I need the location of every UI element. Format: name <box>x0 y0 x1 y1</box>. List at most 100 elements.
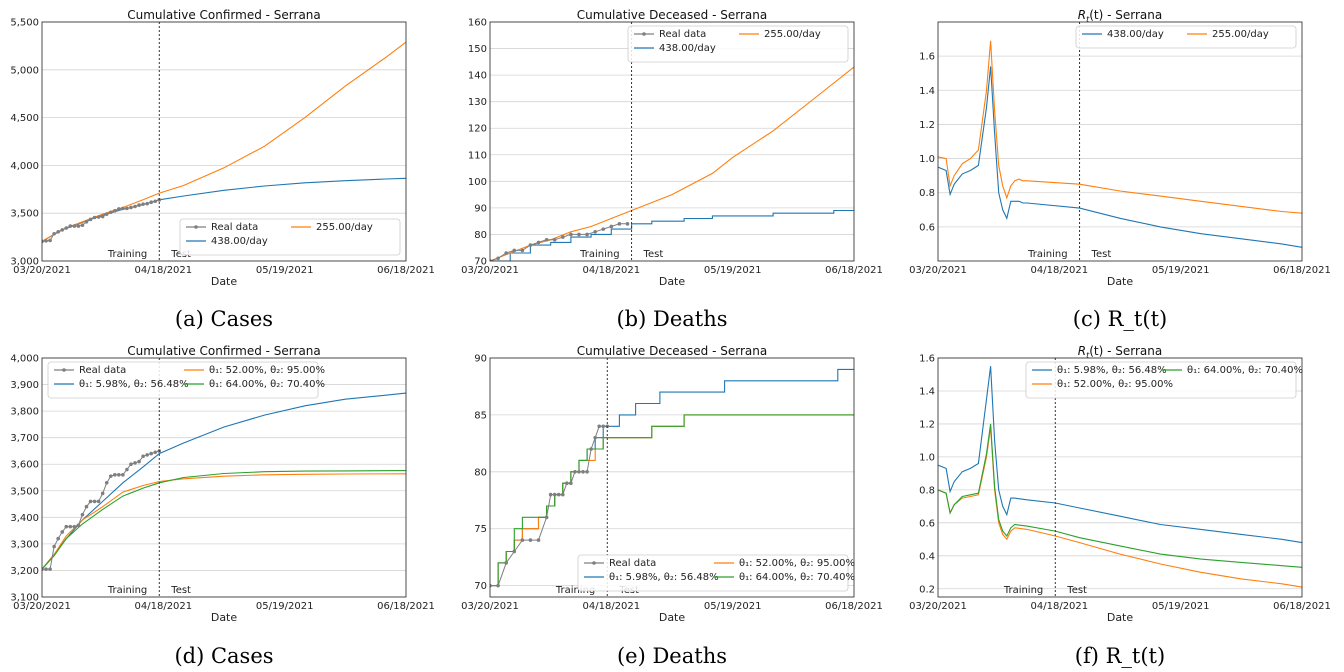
x-tick-label-f-2: 05/19/2021 <box>1152 601 1210 612</box>
data-point-d-0-2 <box>48 567 52 571</box>
legend-label-e-3: θ₁: 64.00%, θ₂: 70.40% <box>739 572 855 583</box>
data-point-b-0-0 <box>490 259 492 261</box>
data-point-d-0-19 <box>117 473 121 477</box>
data-point-e-0-10 <box>556 492 561 497</box>
data-point-a-0-7 <box>68 224 73 228</box>
plot-area-e <box>490 368 854 588</box>
data-point-e-0-6 <box>536 538 541 542</box>
plot-frame-d <box>41 357 407 598</box>
y-tick-label-f-2: 0.6 <box>919 518 935 529</box>
data-point-a-0-13 <box>92 215 97 220</box>
data-point-e-0-5 <box>528 538 533 542</box>
series-line-b-1 <box>490 209 854 261</box>
data-point-d-0-28 <box>153 450 158 455</box>
legend-box-d <box>47 361 319 399</box>
y-tick-label-f-0: 0.2 <box>919 584 935 595</box>
data-point-a-0-0 <box>42 239 44 244</box>
split-label-test-c: Test <box>1091 249 1112 260</box>
data-point-e-0-14 <box>573 470 577 474</box>
x-axis-label-e: Date <box>659 611 686 624</box>
y-tick-label-b-9: 160 <box>468 18 487 29</box>
x-axis-label-d: Date <box>211 611 238 624</box>
split-label-test-f: Test <box>1066 585 1087 596</box>
data-point-a-0-12 <box>88 217 93 222</box>
y-tick-label-b-1: 80 <box>474 230 487 241</box>
y-tick-label-f-3: 0.8 <box>919 485 935 496</box>
x-tick-label-d-1: 04/18/2021 <box>135 601 193 612</box>
x-tick-label-d-3: 06/18/2021 <box>377 601 435 612</box>
data-point-a-0-6 <box>64 226 69 230</box>
data-point-a-0-15 <box>100 214 105 219</box>
legend-label-e-2: θ₁: 52.00%, θ₂: 95.00% <box>739 558 855 569</box>
data-point-d-0-17 <box>108 474 113 478</box>
data-point-d-0-12 <box>88 499 93 504</box>
x-axis-label-f: Date <box>1107 611 1134 624</box>
x-tick-label-c-0: 03/20/2021 <box>909 265 967 276</box>
data-point-a-0-8 <box>72 224 77 228</box>
y-tick-label-d-6: 3,700 <box>10 433 39 444</box>
plot-frame-e <box>489 357 855 598</box>
data-point-b-0-15 <box>609 224 614 229</box>
y-tick-label-e-0: 70 <box>474 581 487 592</box>
data-point-e-0-17 <box>585 470 589 474</box>
data-point-b-0-17 <box>625 222 630 226</box>
data-point-b-0-7 <box>544 237 549 242</box>
data-point-a-0-4 <box>56 230 60 234</box>
data-point-d-0-11 <box>84 504 89 509</box>
split-label-test-d: Test <box>170 585 191 596</box>
data-point-e-0-16 <box>581 470 585 474</box>
y-tick-label-c-3: 1.2 <box>919 120 935 131</box>
y-tick-label-b-8: 150 <box>468 44 487 55</box>
legend-marker-a-0 <box>194 225 198 229</box>
data-point-d-0-15 <box>100 491 105 496</box>
legend-label-b-2: 255.00/day <box>764 29 821 40</box>
x-tick-label-e-0: 03/20/2021 <box>461 601 519 612</box>
y-tick-label-b-4: 110 <box>468 150 487 161</box>
data-point-b-0-16 <box>617 222 622 226</box>
data-point-b-0-8 <box>552 237 557 242</box>
split-label-train-a: Training <box>107 249 147 260</box>
x-tick-label-d-2: 05/19/2021 <box>256 601 314 612</box>
data-point-b-0-6 <box>536 240 541 245</box>
data-point-d-0-14 <box>96 499 101 504</box>
legend-label-d-1: θ₁: 5.98%, θ₂: 56.48% <box>79 379 189 390</box>
x-tick-label-d-0: 03/20/2021 <box>13 601 71 612</box>
y-tick-label-b-0: 70 <box>474 257 487 268</box>
data-point-a-0-22 <box>129 205 133 210</box>
data-point-a-0-20 <box>121 206 125 211</box>
data-point-d-0-26 <box>145 453 149 457</box>
data-point-b-0-10 <box>569 232 573 237</box>
series-line-c-0 <box>938 66 1302 248</box>
y-tick-label-e-2: 80 <box>474 467 487 478</box>
legend-label-f-2: θ₁: 64.00%, θ₂: 70.40% <box>1187 365 1303 376</box>
y-tick-label-d-4: 3,500 <box>10 486 39 497</box>
legend-label-e-1: θ₁: 5.98%, θ₂: 56.48% <box>609 572 719 583</box>
data-point-d-0-5 <box>60 530 65 534</box>
split-label-train-b: Training <box>579 249 619 260</box>
data-point-a-0-24 <box>137 203 141 207</box>
data-point-a-0-2 <box>48 238 52 243</box>
caption-e: (e) Deaths <box>616 644 727 668</box>
data-point-b-0-14 <box>601 227 606 231</box>
y-tick-label-d-9: 4,000 <box>10 354 39 365</box>
chart-title-e: Cumulative Deceased - Serrana <box>577 344 767 358</box>
plot-frame-a <box>41 21 407 262</box>
data-point-a-0-28 <box>153 199 158 204</box>
data-point-d-0-6 <box>64 524 69 529</box>
split-label-test-b: Test <box>643 249 664 260</box>
caption-a: (a) Cases <box>174 307 274 331</box>
legend-label-d-3: θ₁: 64.00%, θ₂: 70.40% <box>209 379 325 390</box>
series-line-d-1 <box>42 392 406 570</box>
series-line-f-1 <box>938 427 1302 588</box>
data-point-d-0-20 <box>121 473 125 477</box>
legend-label-c-0: 438.00/day <box>1107 29 1164 40</box>
x-tick-label-a-0: 03/20/2021 <box>13 265 71 276</box>
series-line-d-2 <box>42 473 406 570</box>
data-point-e-0-18 <box>589 447 593 451</box>
data-point-d-0-0 <box>42 567 44 571</box>
data-point-d-0-10 <box>80 512 85 517</box>
y-tick-label-b-6: 130 <box>468 97 487 108</box>
x-tick-label-b-0: 03/20/2021 <box>461 265 519 276</box>
x-tick-label-c-1: 04/18/2021 <box>1031 265 1089 276</box>
data-point-e-0-4 <box>520 538 525 542</box>
